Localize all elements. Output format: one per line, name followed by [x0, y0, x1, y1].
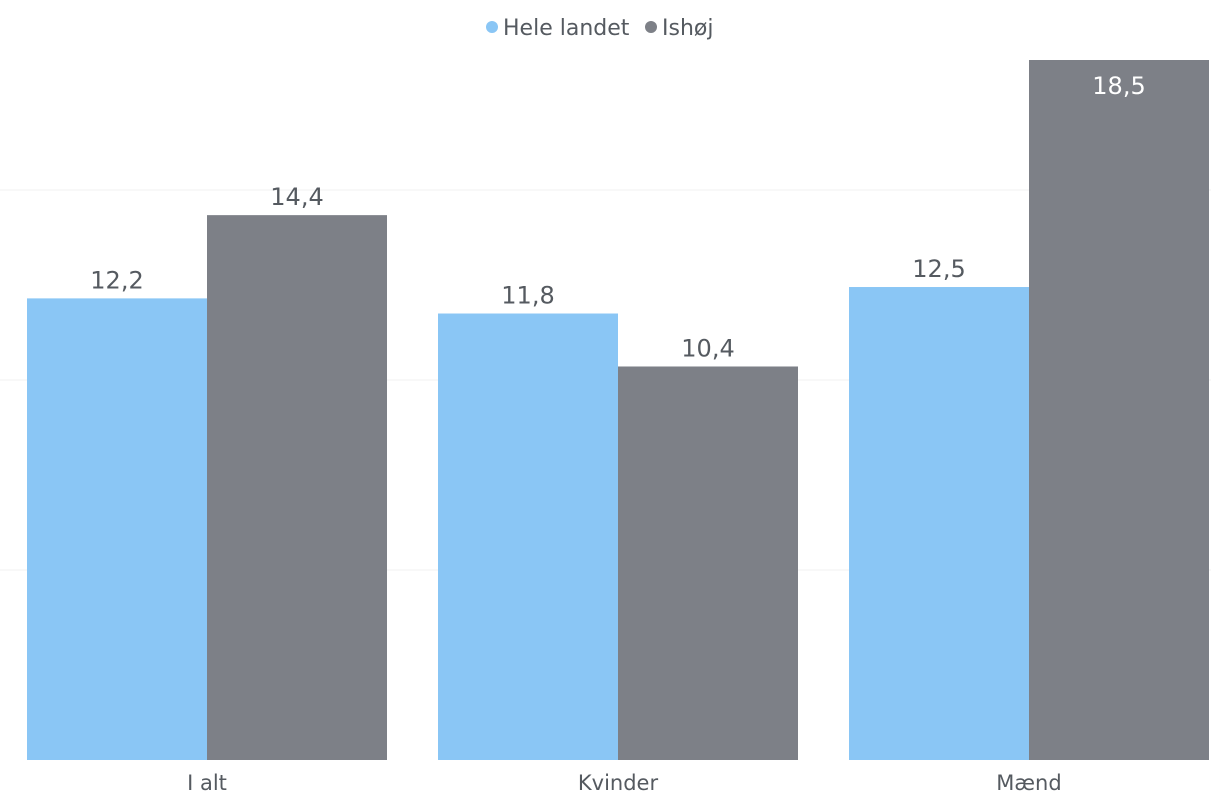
bars — [27, 60, 1209, 760]
x-tick-kvinder: Kvinder — [578, 771, 659, 795]
value-label-hele-landet-i-alt: 12,2 — [90, 266, 143, 294]
legend-marker-ishoj — [645, 21, 657, 33]
bar-hele-landet-i-alt — [27, 298, 207, 760]
value-label-hele-landet-kvinder: 11,8 — [501, 282, 554, 310]
bar-ishoj-maend — [1029, 60, 1209, 760]
value-label-ishoj-kvinder: 10,4 — [681, 334, 734, 362]
bar-hele-landet-maend — [849, 287, 1029, 760]
legend-marker-hele-landet — [486, 21, 498, 33]
x-tick-maend: Mænd — [996, 771, 1061, 795]
value-labels: 12,2 14,4 11,8 10,4 12,5 18,5 — [90, 72, 1145, 362]
value-label-ishoj-i-alt: 14,4 — [270, 183, 323, 211]
bar-ishoj-i-alt — [207, 215, 387, 760]
legend-label-hele-landet: Hele landet — [503, 16, 630, 41]
x-tick-i-alt: I alt — [187, 771, 227, 795]
legend: Hele landet Ishøj — [486, 16, 713, 41]
bar-ishoj-kvinder — [618, 366, 798, 760]
bar-hele-landet-kvinder — [438, 313, 618, 760]
value-label-hele-landet-maend: 12,5 — [912, 255, 965, 283]
x-axis: I alt Kvinder Mænd — [187, 771, 1062, 795]
value-label-ishoj-maend: 18,5 — [1092, 72, 1145, 100]
legend-label-ishoj: Ishøj — [662, 16, 713, 41]
